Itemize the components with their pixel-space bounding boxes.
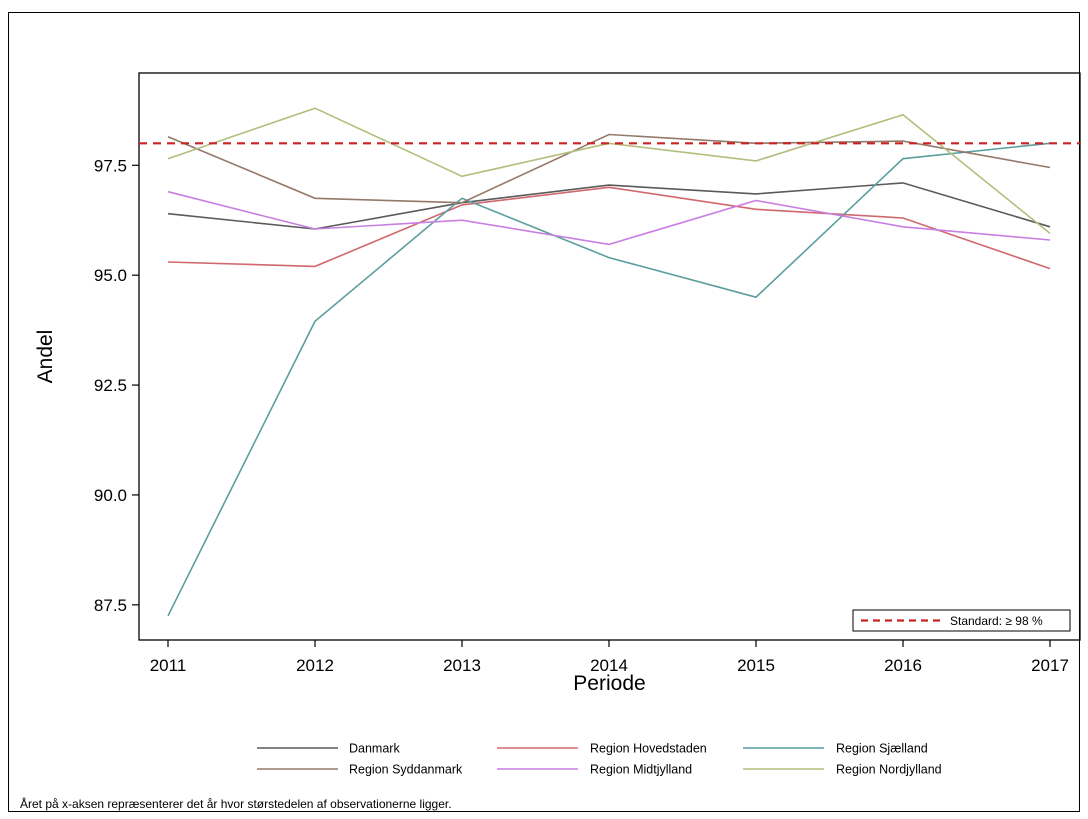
series-legend: Danmark Region Hovedstaden Region Sjælland… xyxy=(257,742,942,777)
legend-label: Region Nordjylland xyxy=(836,763,942,777)
x-tick-label: 2014 xyxy=(590,656,628,675)
legend-label: Danmark xyxy=(349,742,400,756)
x-tick-label: 2015 xyxy=(737,656,775,675)
footnote: Året på x-aksen repræsenterer det år hvo… xyxy=(20,797,452,811)
legend-label: Region Midtjylland xyxy=(590,763,692,777)
legend-label: Region Hovedstaden xyxy=(590,742,707,756)
series-line-region-syddanmark xyxy=(167,133,1051,204)
x-tick-label: 2013 xyxy=(443,656,481,675)
reference-line-legend: Standard: ≥ 98 % xyxy=(852,609,1071,632)
legend-label: Region Sjælland xyxy=(836,742,928,756)
reference-legend-box xyxy=(852,609,1071,632)
y-tick-label: 92.5 xyxy=(94,376,127,395)
x-axis-label: Periode xyxy=(573,672,645,695)
reference-legend-label: Standard: ≥ 98 % xyxy=(950,614,1043,628)
x-tick-label: 2011 xyxy=(150,656,187,675)
series-line-region-midtjylland xyxy=(167,190,1051,246)
series-group xyxy=(139,107,1080,617)
plot-area xyxy=(138,72,1081,641)
y-tick-label: 95.0 xyxy=(94,266,127,285)
legend-label: Region Syddanmark xyxy=(349,763,463,777)
y-axis-label: Andel xyxy=(34,330,57,384)
y-tick-label: 90.0 xyxy=(94,486,127,505)
series-line-region-sj-lland xyxy=(167,142,1051,617)
y-tick-label: 87.5 xyxy=(94,596,127,615)
y-tick-label: 97.5 xyxy=(94,156,127,175)
axes: 87.5 90.0 92.5 95.0 97.5 2011 2012 2013 2014 2015… xyxy=(34,156,1069,695)
series-line-danmark xyxy=(167,182,1051,230)
plot-border xyxy=(138,72,1081,641)
x-tick-label: 2016 xyxy=(884,656,922,675)
x-tick-label: 2017 xyxy=(1031,656,1069,675)
series-line-region-nordjylland xyxy=(167,107,1051,235)
x-tick-label: 2012 xyxy=(296,656,334,675)
series-line-region-hovedstaden xyxy=(167,186,1051,270)
